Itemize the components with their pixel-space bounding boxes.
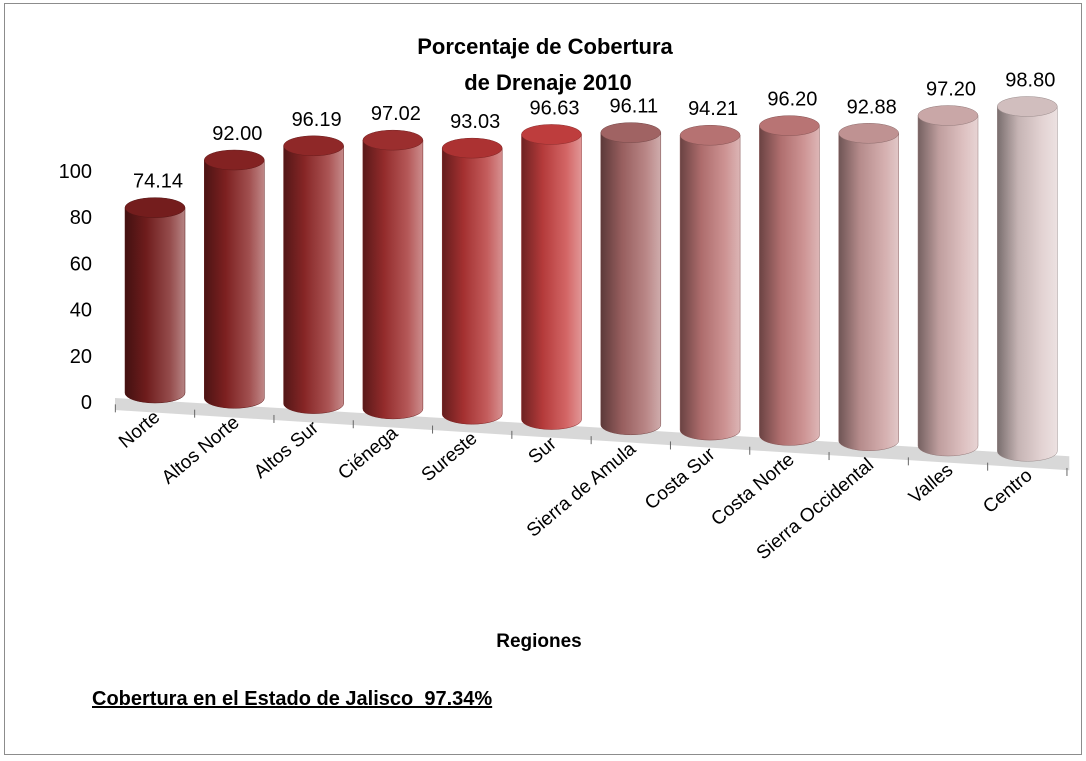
value-label: 92.00 xyxy=(212,123,262,145)
category-label: Sureste xyxy=(418,428,482,486)
y-tick-label: 0 xyxy=(81,392,92,414)
bar-body xyxy=(362,139,424,420)
bar-costa-norte xyxy=(759,115,820,446)
bar-body xyxy=(679,134,741,441)
y-axis: 0 20 40 60 80 100 xyxy=(59,161,92,414)
value-labels: 74.14 92.00 96.19 97.02 93.03 96.63 96.11 94.21… xyxy=(133,69,1055,192)
bar-valles xyxy=(917,105,979,457)
bar-body xyxy=(124,207,186,404)
bar-body xyxy=(917,115,979,457)
state-coverage-note: Cobertura en el Estado de Jalisco 97.34% xyxy=(92,688,493,710)
chart-title-line-1: Porcentaje de Cobertura xyxy=(417,34,673,59)
bar-ciénega xyxy=(362,129,424,420)
bar-altos-norte xyxy=(204,149,265,409)
value-label: 96.63 xyxy=(529,97,579,119)
bar-top xyxy=(997,96,1058,117)
bar-body xyxy=(521,134,582,430)
chart-title-line-2: de Drenaje 2010 xyxy=(464,70,632,95)
bar-sierra-de-amula xyxy=(600,122,662,436)
bar-centro xyxy=(997,96,1058,462)
category-label: Altos Sur xyxy=(250,417,323,483)
bar-body xyxy=(441,147,503,425)
bar-body xyxy=(997,106,1058,462)
bar-top xyxy=(679,124,741,146)
floor-shadow xyxy=(115,398,1070,471)
bar-costa-sur xyxy=(679,124,741,441)
value-label: 93.03 xyxy=(450,111,500,133)
bar-body xyxy=(600,132,662,436)
category-label: Valles xyxy=(905,460,957,508)
bar-top xyxy=(600,122,662,143)
category-label: Costa Sur xyxy=(641,443,720,514)
bar-top xyxy=(441,137,503,159)
value-label: 74.14 xyxy=(133,171,183,193)
category-label: Ciénega xyxy=(334,422,402,484)
bars xyxy=(124,96,1058,462)
category-label: Costa Norte xyxy=(707,449,798,530)
y-tick-label: 60 xyxy=(70,253,92,275)
value-label: 96.11 xyxy=(610,96,659,118)
category-label: Altos Norte xyxy=(158,412,243,488)
category-label: Norte xyxy=(115,407,164,453)
bar-body xyxy=(204,159,265,409)
y-tick-label: 40 xyxy=(70,300,92,322)
value-label: 94.21 xyxy=(688,98,738,120)
bar-sur xyxy=(521,124,582,430)
bar-altos-sur xyxy=(283,135,344,414)
value-label: 97.02 xyxy=(371,103,421,125)
bar-top xyxy=(204,149,265,171)
value-label: 96.20 xyxy=(767,89,817,111)
chart-floor xyxy=(114,398,1070,476)
y-tick-label: 80 xyxy=(70,207,92,229)
category-label: Sur xyxy=(525,433,562,469)
bar-body xyxy=(283,145,344,414)
value-label: 96.19 xyxy=(292,109,342,131)
x-axis-title: Regiones xyxy=(496,631,582,652)
value-label: 97.20 xyxy=(926,79,976,101)
bar-top xyxy=(917,105,979,126)
bar-sierra-occidental xyxy=(838,123,899,451)
bar-body xyxy=(759,125,820,446)
bar-top xyxy=(838,123,899,144)
bar-body xyxy=(838,133,899,451)
value-label: 92.88 xyxy=(847,96,897,118)
category-label: Centro xyxy=(979,465,1036,518)
bar-sureste xyxy=(441,137,503,425)
bar-top xyxy=(759,115,820,136)
bar-norte xyxy=(124,197,186,404)
value-label: 98.80 xyxy=(1005,69,1055,91)
bar-top xyxy=(283,135,344,157)
y-tick-label: 100 xyxy=(59,161,92,183)
bar-top xyxy=(362,129,424,151)
bar-top xyxy=(124,197,186,218)
bar-top xyxy=(521,124,582,145)
chart-title: Porcentaje de Cobertura de Drenaje 2010 xyxy=(417,34,673,95)
y-tick-label: 20 xyxy=(70,346,92,368)
